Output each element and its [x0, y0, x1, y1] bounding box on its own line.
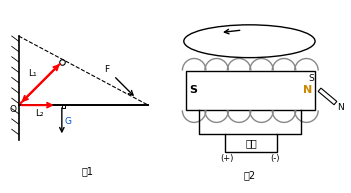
Text: N: N — [303, 85, 312, 96]
Text: 图2: 图2 — [243, 170, 256, 180]
Bar — [225, 135, 277, 152]
Text: 图1: 图1 — [82, 166, 94, 176]
Text: S: S — [309, 74, 314, 83]
Text: 电源: 电源 — [245, 138, 257, 148]
Text: L₂: L₂ — [35, 109, 44, 118]
Text: F: F — [104, 65, 109, 74]
Text: N: N — [337, 103, 344, 112]
Text: S: S — [189, 85, 197, 96]
Text: L₁: L₁ — [28, 69, 37, 78]
Bar — [186, 71, 315, 110]
Text: G: G — [64, 117, 71, 126]
Text: (-): (-) — [271, 154, 280, 163]
Polygon shape — [318, 88, 337, 105]
Text: (+): (+) — [220, 154, 234, 163]
Text: O: O — [9, 105, 16, 114]
